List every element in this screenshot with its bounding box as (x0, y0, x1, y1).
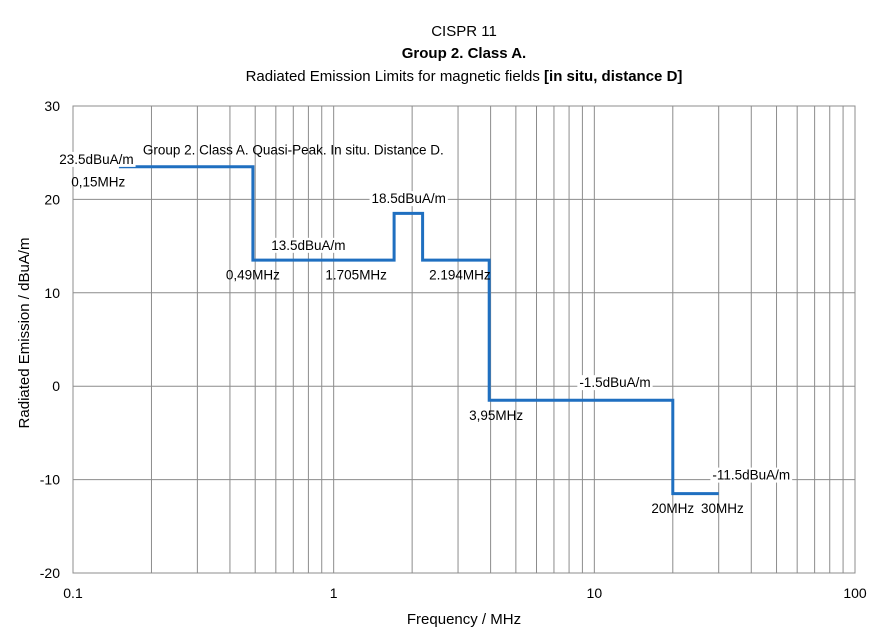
chart-title-line3-plain: Radiated Emission Limits for magnetic fi… (246, 68, 544, 85)
y-tick-label: 0 (52, 378, 60, 394)
annotation-label: 13.5dBuA/m (271, 238, 345, 253)
annotation-label: 3,95MHz (469, 408, 523, 423)
annotation-background (710, 467, 793, 483)
annotation-background (57, 151, 136, 167)
y-tick-label: 10 (44, 285, 60, 301)
annotation-label: -1.5dBuA/m (579, 375, 650, 390)
x-tick-label: 1 (330, 585, 338, 601)
annotation-background (577, 375, 653, 391)
chart-title-line3: Radiated Emission Limits for magnetic fi… (246, 68, 683, 85)
y-axis-title: Radiated Emission / dBuA/m (16, 238, 33, 429)
chart-titles: CISPR 11 Group 2. Class A. Radiated Emis… (246, 23, 683, 85)
x-tick-label: 10 (587, 585, 603, 601)
x-tick-label: 100 (843, 585, 867, 601)
annotation-label: -11.5dBuA/m (712, 468, 790, 483)
chart-title: CISPR 11 (431, 23, 497, 40)
annotation-background (269, 237, 348, 253)
annotation-label: 23.5dBuA/m (59, 152, 133, 167)
annotation-label: 0,49MHz (226, 268, 280, 283)
annotations: Group 2. Class A. Quasi-Peak. In situ. D… (57, 143, 793, 516)
chart-title-line3-bold: [in situ, distance D] (544, 68, 682, 85)
annotation-label: 0,15MHz (71, 174, 125, 189)
plot-border (72, 105, 856, 574)
annotation-label: Group 2. Class A. Quasi-Peak. In situ. D… (143, 143, 444, 158)
y-tick-label: -20 (40, 565, 60, 581)
x-tick-label: 0.1 (63, 585, 83, 601)
chart-subtitle: Group 2. Class A. (402, 45, 526, 62)
y-tick-label: 30 (44, 98, 60, 114)
x-axis-title: Frequency / MHz (407, 611, 521, 628)
annotation-label: 20MHz (651, 501, 694, 516)
annotation-label: 2.194MHz (429, 268, 491, 283)
annotation-label: 30MHz (701, 501, 744, 516)
y-tick-label: 20 (44, 191, 60, 207)
x-axis-ticks: 0.1 1 10 100 (63, 585, 867, 601)
y-tick-label: -10 (40, 472, 60, 488)
y-axis-ticks: 30 20 10 0 -10 -20 (40, 98, 60, 581)
annotation-background (369, 191, 448, 207)
series-group (118, 165, 719, 496)
annotation-label: 18.5dBuA/m (372, 191, 446, 206)
series-line (118, 165, 719, 496)
annotation-label: 1.705MHz (325, 268, 387, 283)
plot-area (72, 105, 856, 574)
